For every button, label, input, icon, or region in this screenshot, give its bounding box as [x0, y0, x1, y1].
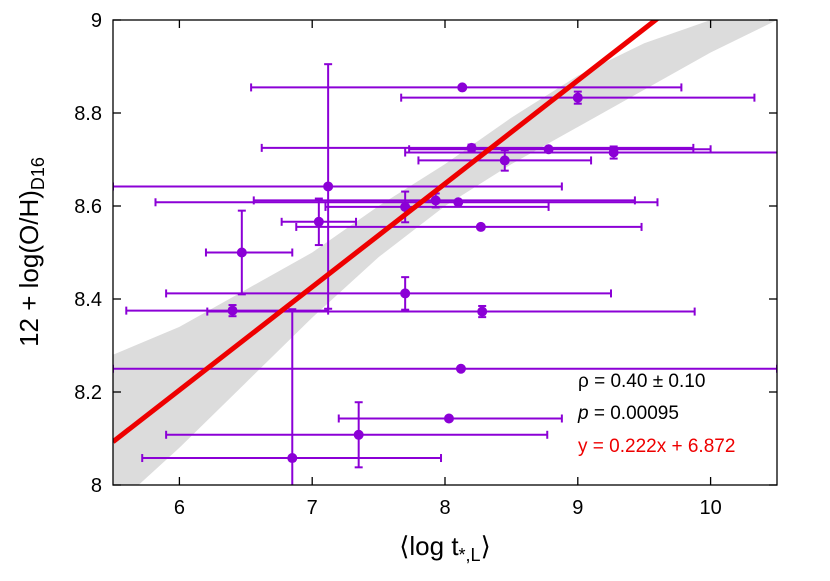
rho-annotation: ρ = 0.40 ± 0.10	[578, 371, 705, 392]
data-point	[204, 209, 294, 296]
data-point	[404, 145, 777, 160]
data-point	[260, 142, 695, 153]
data-point	[206, 304, 696, 319]
data-point-marker	[353, 429, 364, 440]
p-value: = 0.00095	[589, 403, 679, 424]
y-tick-label: 8.4	[74, 289, 102, 311]
data-point-marker	[572, 92, 583, 103]
data-point-marker	[323, 181, 334, 192]
x-axis-ticks: 6 7 8 9 10	[174, 20, 722, 519]
data-point	[165, 401, 549, 469]
data-point-marker	[608, 147, 619, 158]
y-tick-label: 8	[91, 475, 102, 497]
data-point-marker	[236, 247, 247, 258]
data-point-marker	[287, 453, 298, 464]
data-point-marker	[313, 216, 324, 227]
confidence-band	[113, 20, 777, 485]
fit-line-layer	[113, 20, 660, 444]
data-point	[113, 363, 777, 374]
x-tick-label: 6	[174, 497, 185, 519]
data-point	[295, 221, 643, 232]
fit-line	[113, 20, 660, 444]
y-tick-label: 8.8	[74, 103, 102, 125]
data-point-marker	[466, 142, 477, 153]
data-point	[141, 308, 443, 485]
data-point-marker	[430, 195, 441, 206]
y-tick-label: 9	[91, 10, 102, 32]
y-tick-label: 8.2	[74, 382, 102, 404]
data-point	[337, 413, 563, 424]
data-point	[165, 276, 612, 311]
p-symbol: p	[577, 403, 589, 424]
data-point	[400, 90, 756, 105]
y-axis-title-subscript: D16	[28, 157, 48, 190]
data-points-layer	[113, 63, 777, 485]
data-point-marker	[455, 363, 466, 374]
x-tick-label: 9	[572, 497, 583, 519]
x-axis-title-subscript: *,L	[459, 545, 481, 565]
y-axis-title: 12 + log(O/H)D16	[14, 157, 48, 347]
data-point-marker	[475, 221, 486, 232]
data-point-marker	[457, 82, 468, 93]
data-point-marker	[453, 197, 464, 208]
y-tick-label: 8.6	[74, 196, 102, 218]
y-axis-ticks: 8 8.2 8.4 8.6 8.8 9	[74, 10, 777, 497]
data-point	[280, 197, 358, 247]
data-point	[417, 149, 593, 172]
x-axis-title-bracket: ⟩	[481, 531, 491, 561]
confidence-band-layer	[113, 20, 777, 485]
x-tick-label: 7	[307, 497, 318, 519]
data-point-marker	[499, 155, 510, 166]
x-axis-title: ⟨log t*,L⟩	[399, 531, 490, 565]
data-point-marker	[443, 413, 454, 424]
data-point-marker	[400, 288, 411, 299]
p-value-annotation: p = 0.00095	[577, 403, 679, 424]
x-tick-label: 10	[699, 497, 721, 519]
data-point	[250, 82, 683, 93]
data-point-marker	[477, 306, 488, 317]
data-point-marker	[400, 201, 411, 212]
x-axis-title-main: ⟨log t	[399, 531, 459, 561]
x-tick-label: 8	[439, 497, 450, 519]
y-axis-title-main: 12 + log(O/H)	[14, 190, 44, 347]
fit-equation-annotation: y = 0.222x + 6.872	[578, 436, 735, 457]
